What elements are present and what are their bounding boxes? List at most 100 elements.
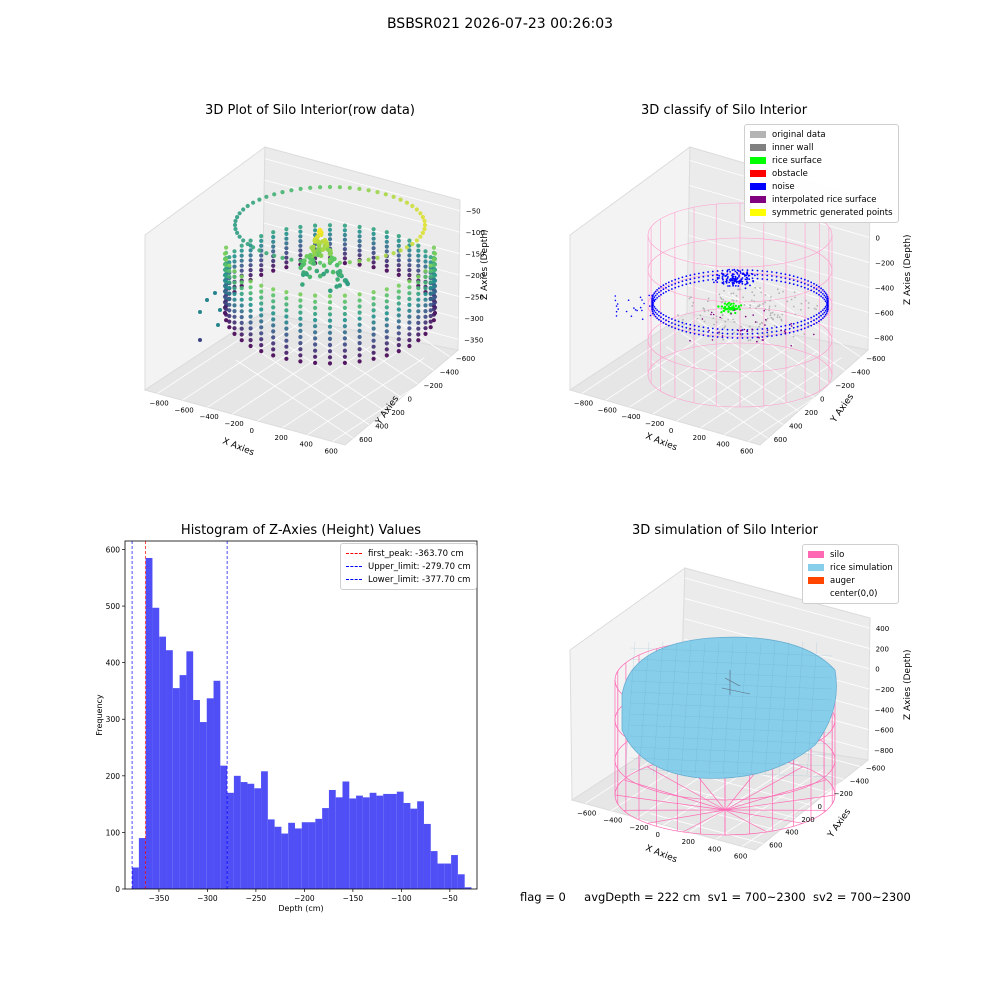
grid-line: [264, 158, 460, 212]
point-noise: [746, 333, 749, 335]
point-noise: [715, 274, 718, 276]
point-noise: [732, 283, 734, 286]
point-noise: [815, 292, 818, 295]
raw-point: [357, 353, 362, 358]
point-original-data: [738, 288, 741, 291]
raw-point: [198, 338, 202, 342]
point-interpolated: [780, 329, 782, 331]
grid-line: [688, 235, 869, 288]
raw-point: [407, 285, 412, 290]
raw-point: [357, 334, 362, 340]
point-noise: [813, 315, 815, 318]
raw-point: [407, 273, 412, 278]
raw-point: [342, 223, 347, 228]
raw-point: [239, 268, 244, 273]
x-tick-label: −100: [391, 894, 412, 903]
point-noise: [656, 317, 658, 319]
raw-point: [284, 255, 289, 260]
point-noise: [729, 280, 732, 282]
point-noise: [738, 282, 740, 285]
raw-point: [307, 274, 313, 280]
legend-label: original data: [772, 129, 826, 140]
raw-point: [304, 254, 310, 259]
point-noise: [749, 284, 751, 287]
z-tick-label: −200: [875, 686, 894, 694]
raw-point: [324, 268, 330, 274]
raw-point: [239, 258, 244, 263]
raw-point: [342, 336, 347, 341]
raw-point: [416, 280, 421, 285]
point-interpolated: [766, 329, 769, 331]
point-noise: [728, 268, 730, 271]
point-noise: [771, 335, 773, 337]
raw-point: [237, 234, 242, 239]
point-noise: [685, 279, 688, 282]
point-noise: [810, 281, 813, 284]
point-noise: [741, 277, 744, 279]
point-original-data: [735, 299, 738, 302]
raw-point: [407, 258, 412, 263]
point-original-data: [712, 317, 715, 320]
silo-cone-line: [614, 794, 726, 811]
point-noise: [707, 331, 709, 333]
point-interpolated: [689, 339, 691, 342]
point-noise: [771, 327, 773, 329]
histogram-bar: [349, 798, 357, 889]
raw-point: [239, 309, 244, 314]
raw-point: [357, 243, 362, 248]
raw-point: [298, 186, 303, 191]
point-original-data: [793, 291, 796, 293]
surface-mesh-line: [629, 713, 833, 723]
point-noise: [803, 323, 806, 326]
point-original-data: [773, 324, 776, 327]
point-original-data: [792, 335, 795, 338]
silo-cone-line: [682, 809, 726, 833]
point-noise: [711, 327, 714, 330]
raw-point: [342, 324, 347, 329]
z-tick-label: −600: [874, 727, 893, 735]
raw-point: [284, 236, 289, 241]
point-noise: [726, 332, 729, 335]
point-interpolated: [790, 322, 792, 325]
point-noise: [707, 335, 709, 337]
point-noise: [815, 288, 818, 291]
raw-point: [227, 285, 232, 291]
raw-point: [342, 311, 347, 317]
raw-point: [327, 355, 333, 360]
point-noise: [654, 307, 657, 310]
point-noise: [737, 270, 740, 272]
point-noise: [818, 316, 820, 319]
point-noise: [656, 309, 658, 311]
raw-point: [431, 290, 436, 295]
raw-point: [327, 330, 333, 335]
point-noise: [721, 336, 724, 339]
point-original-data: [731, 299, 734, 301]
point-rice-surface: [734, 311, 737, 315]
raw-point: [371, 255, 376, 260]
raw-point: [315, 234, 320, 239]
point-noise: [698, 276, 700, 279]
point-noise: [822, 309, 824, 311]
point-original-data: [769, 312, 772, 314]
raw-point: [312, 252, 317, 257]
raw-point: [423, 254, 428, 259]
point-noise: [671, 318, 673, 320]
raw-point: [371, 231, 376, 236]
point-noise: [685, 275, 688, 278]
raw-point: [416, 315, 421, 320]
surface-mesh-line: [792, 641, 804, 776]
point-noise: [756, 328, 759, 331]
point-interpolated: [719, 316, 721, 319]
z-tick-label: 0: [875, 666, 879, 674]
raw-point: [227, 308, 232, 313]
raw-point: [416, 297, 421, 302]
point-noise: [818, 285, 820, 288]
raw-point: [224, 268, 229, 273]
point-noise: [739, 270, 742, 273]
point-noise: [614, 299, 617, 302]
point-noise: [615, 310, 618, 313]
raw-point: [232, 280, 237, 285]
raw-point: [327, 318, 333, 323]
raw-point: [371, 338, 376, 343]
histogram-bar: [159, 636, 167, 889]
